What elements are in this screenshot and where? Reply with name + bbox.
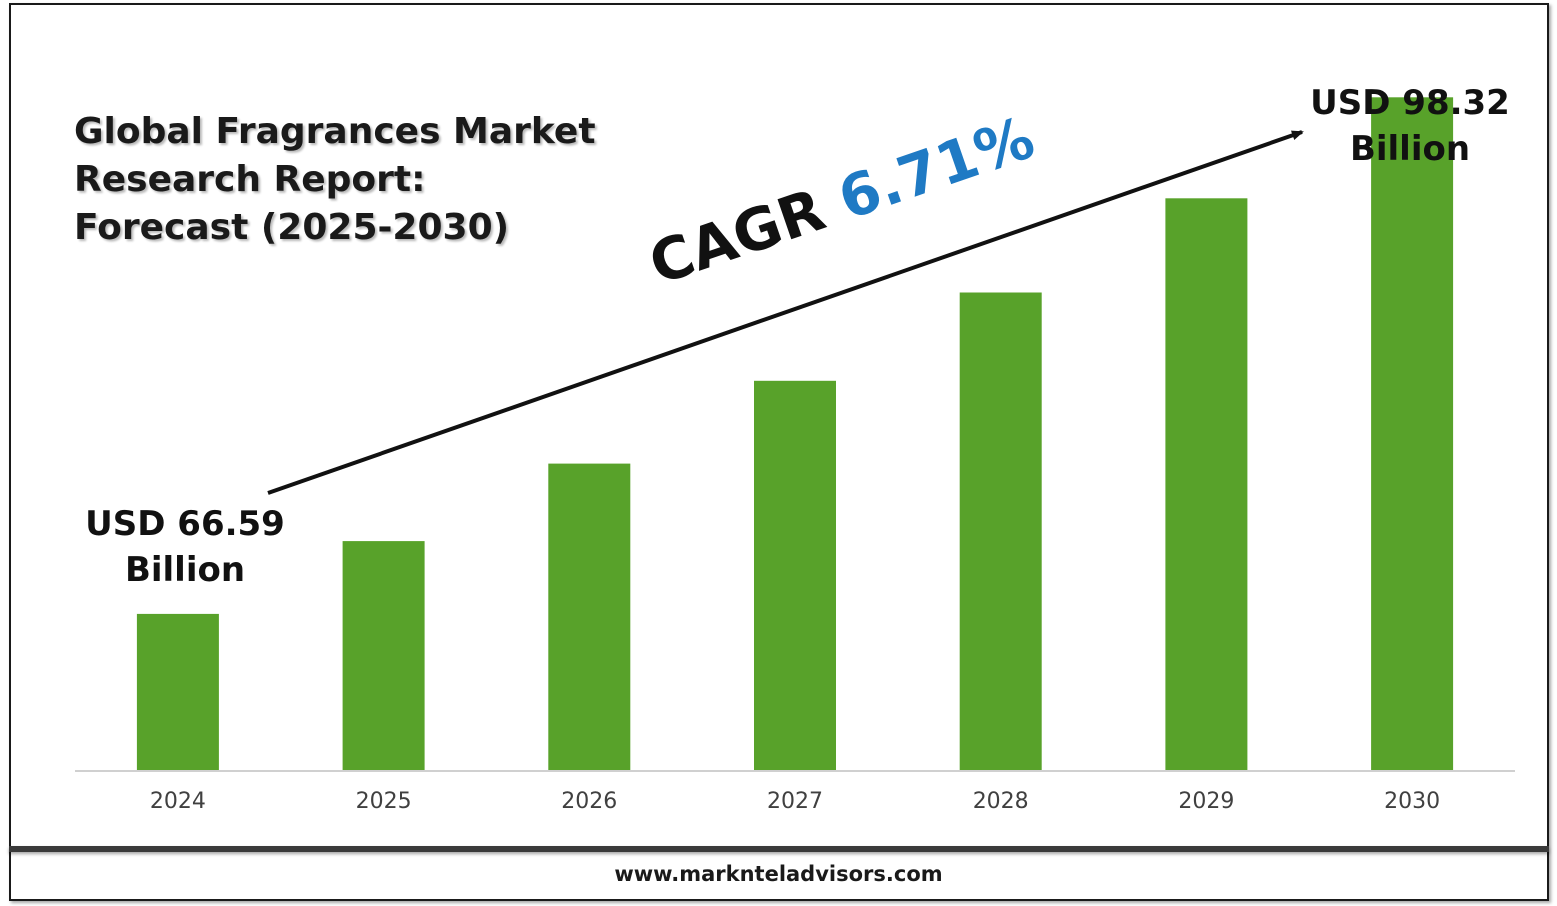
- x-tick-label: 2028: [973, 789, 1029, 814]
- x-tick-label: 2027: [767, 789, 823, 814]
- title-line-2: Research Report:: [74, 159, 426, 200]
- bar-2028: [959, 292, 1042, 770]
- x-tick-labels: 2024 2025 2026 2027 2028 2029 2030: [150, 789, 1440, 814]
- bar-2029: [1165, 198, 1248, 771]
- x-tick-label: 2030: [1384, 789, 1440, 814]
- x-tick-label: 2025: [356, 789, 412, 814]
- footer-divider: [9, 846, 1549, 852]
- x-tick-label: 2029: [1178, 789, 1234, 814]
- chart-title: Global Fragrances Market Research Report…: [74, 108, 634, 252]
- bars-group: [136, 97, 1454, 771]
- x-tick-label: 2024: [150, 789, 206, 814]
- cagr-arrow: [267, 130, 1304, 495]
- bar-2026: [548, 463, 631, 770]
- start-unit: Billion: [124, 550, 246, 590]
- bar-2030: [1371, 97, 1454, 771]
- end-value: USD 98.32: [1310, 83, 1510, 123]
- bar-2024: [136, 613, 219, 770]
- title-line-3: Forecast (2025-2030): [74, 207, 510, 248]
- x-tick-label: 2026: [561, 789, 617, 814]
- bar-2027: [754, 380, 836, 770]
- footer-website: www.marknteladvisors.com: [614, 862, 943, 886]
- end-value-callout: USD 98.32 Billion: [1295, 80, 1525, 172]
- end-unit: Billion: [1349, 129, 1471, 169]
- bar-2025: [342, 541, 425, 770]
- title-line-1: Global Fragrances Market: [74, 111, 596, 152]
- start-value: USD 66.59: [85, 504, 285, 544]
- start-value-callout: USD 66.59 Billion: [70, 501, 300, 593]
